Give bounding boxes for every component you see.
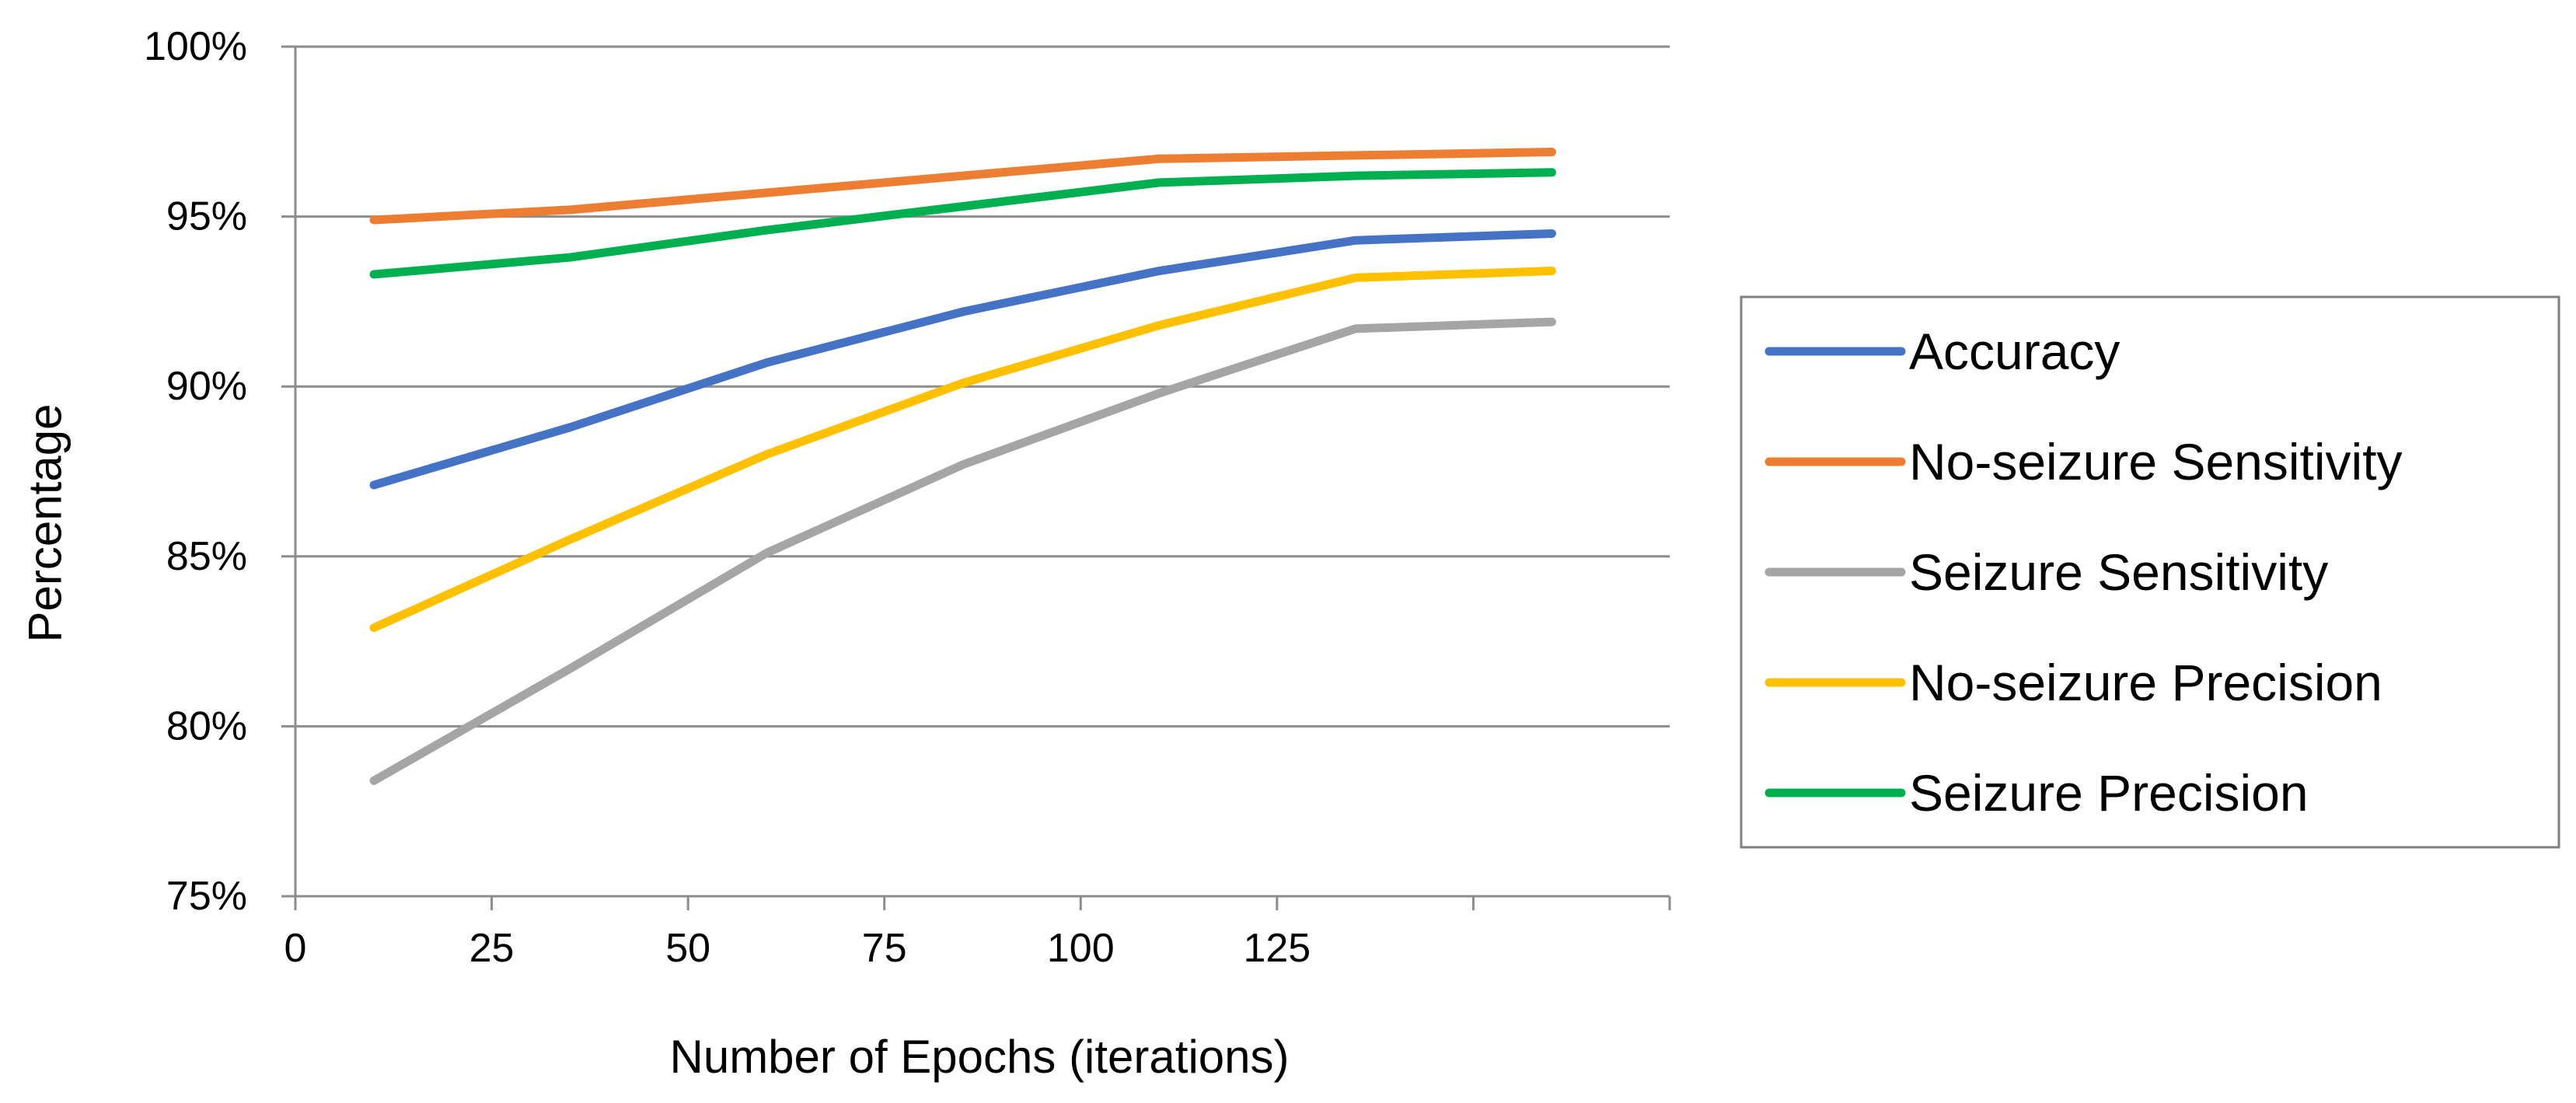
axes: 75% 80% 85% 90% 95% 100% 0 25 50 75 100 125: [144, 24, 1671, 971]
y-tick-label: 80%: [166, 703, 247, 749]
series-line-no-seizure-sensitivity: [369, 148, 1556, 225]
y-axis-title: Percentage: [19, 404, 72, 643]
x-tick-label: 50: [665, 926, 710, 971]
x-axis-title: Number of Epochs (iterations): [670, 1031, 1290, 1083]
legend-label: Seizure Sensitivity: [1909, 543, 2328, 601]
legend-label: Seizure Precision: [1909, 764, 2309, 822]
series-line-accuracy: [369, 229, 1556, 490]
legend-label: Accuracy: [1909, 323, 2120, 380]
gridlines: [295, 45, 1670, 728]
series-lines: [369, 148, 1556, 785]
y-tick-label: 95%: [166, 194, 247, 239]
y-tick-label: 100%: [144, 24, 247, 69]
x-tick-label: 0: [284, 926, 307, 971]
legend-label: No-seizure Precision: [1909, 654, 2382, 711]
y-tick-label: 75%: [166, 874, 247, 919]
y-tick-label: 90%: [166, 364, 247, 409]
x-tick-label: 125: [1243, 926, 1311, 971]
series-line-no-seizure-precision: [369, 267, 1556, 633]
series-line-seizure-precision: [369, 168, 1556, 279]
x-tick-label: 75: [862, 926, 907, 971]
y-tick-label: 85%: [166, 534, 247, 579]
x-tick-label: 25: [469, 926, 515, 971]
legend-label: No-seizure Sensitivity: [1909, 433, 2403, 490]
series-line-seizure-sensitivity: [369, 317, 1556, 785]
x-tick-label: 100: [1047, 926, 1115, 971]
legend: Accuracy No-seizure Sensitivity Seizure Se…: [1740, 295, 2560, 849]
